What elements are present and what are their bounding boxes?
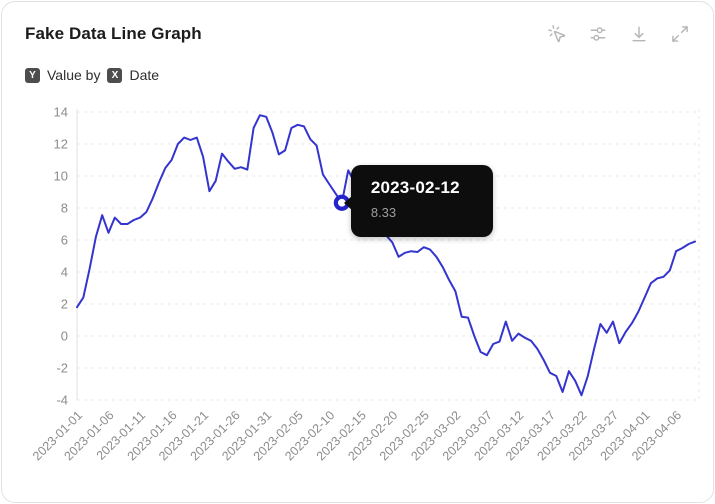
svg-text:-4: -4 (56, 393, 68, 408)
expand-icon (672, 26, 688, 42)
tooltip-arrow (343, 195, 352, 210)
y-axis-badge: Y (25, 67, 40, 83)
axis-labels: 14121086420-2-42023-01-012023-01-062023-… (30, 105, 684, 464)
interact-mode-button[interactable] (546, 23, 568, 45)
expand-button[interactable] (669, 23, 691, 45)
svg-text:2: 2 (61, 297, 68, 312)
svg-text:0: 0 (61, 329, 68, 344)
download-icon (632, 26, 646, 42)
page-title: Fake Data Line Graph (25, 24, 202, 43)
svg-text:6: 6 (61, 233, 68, 248)
y-axis-field-label: Value by (47, 67, 101, 83)
sliders-icon (590, 27, 606, 41)
svg-text:14: 14 (54, 105, 68, 120)
tooltip-value: 8.33 (370, 204, 397, 220)
toolbar (546, 15, 691, 45)
svg-text:10: 10 (54, 169, 68, 184)
card-header: Fake Data Line Graph (2, 2, 713, 58)
download-button[interactable] (628, 23, 650, 45)
x-axis-field-label: Date (129, 67, 160, 83)
tooltip-date: 2023-02-12 (370, 177, 460, 197)
settings-button[interactable] (587, 23, 609, 45)
line-series (76, 114, 696, 397)
svg-text:8: 8 (61, 201, 68, 216)
x-axis-badge: X (107, 67, 123, 83)
tooltip: 2023-02-12 8.33 (343, 164, 493, 237)
svg-text:12: 12 (54, 137, 68, 152)
axis-mapping-subtitle: Y Value by X Date (25, 66, 159, 84)
svg-text:4: 4 (61, 265, 68, 280)
gridlines (76, 109, 700, 401)
svg-text:-2: -2 (56, 361, 68, 376)
mouse-pointer-click-icon (548, 25, 566, 43)
